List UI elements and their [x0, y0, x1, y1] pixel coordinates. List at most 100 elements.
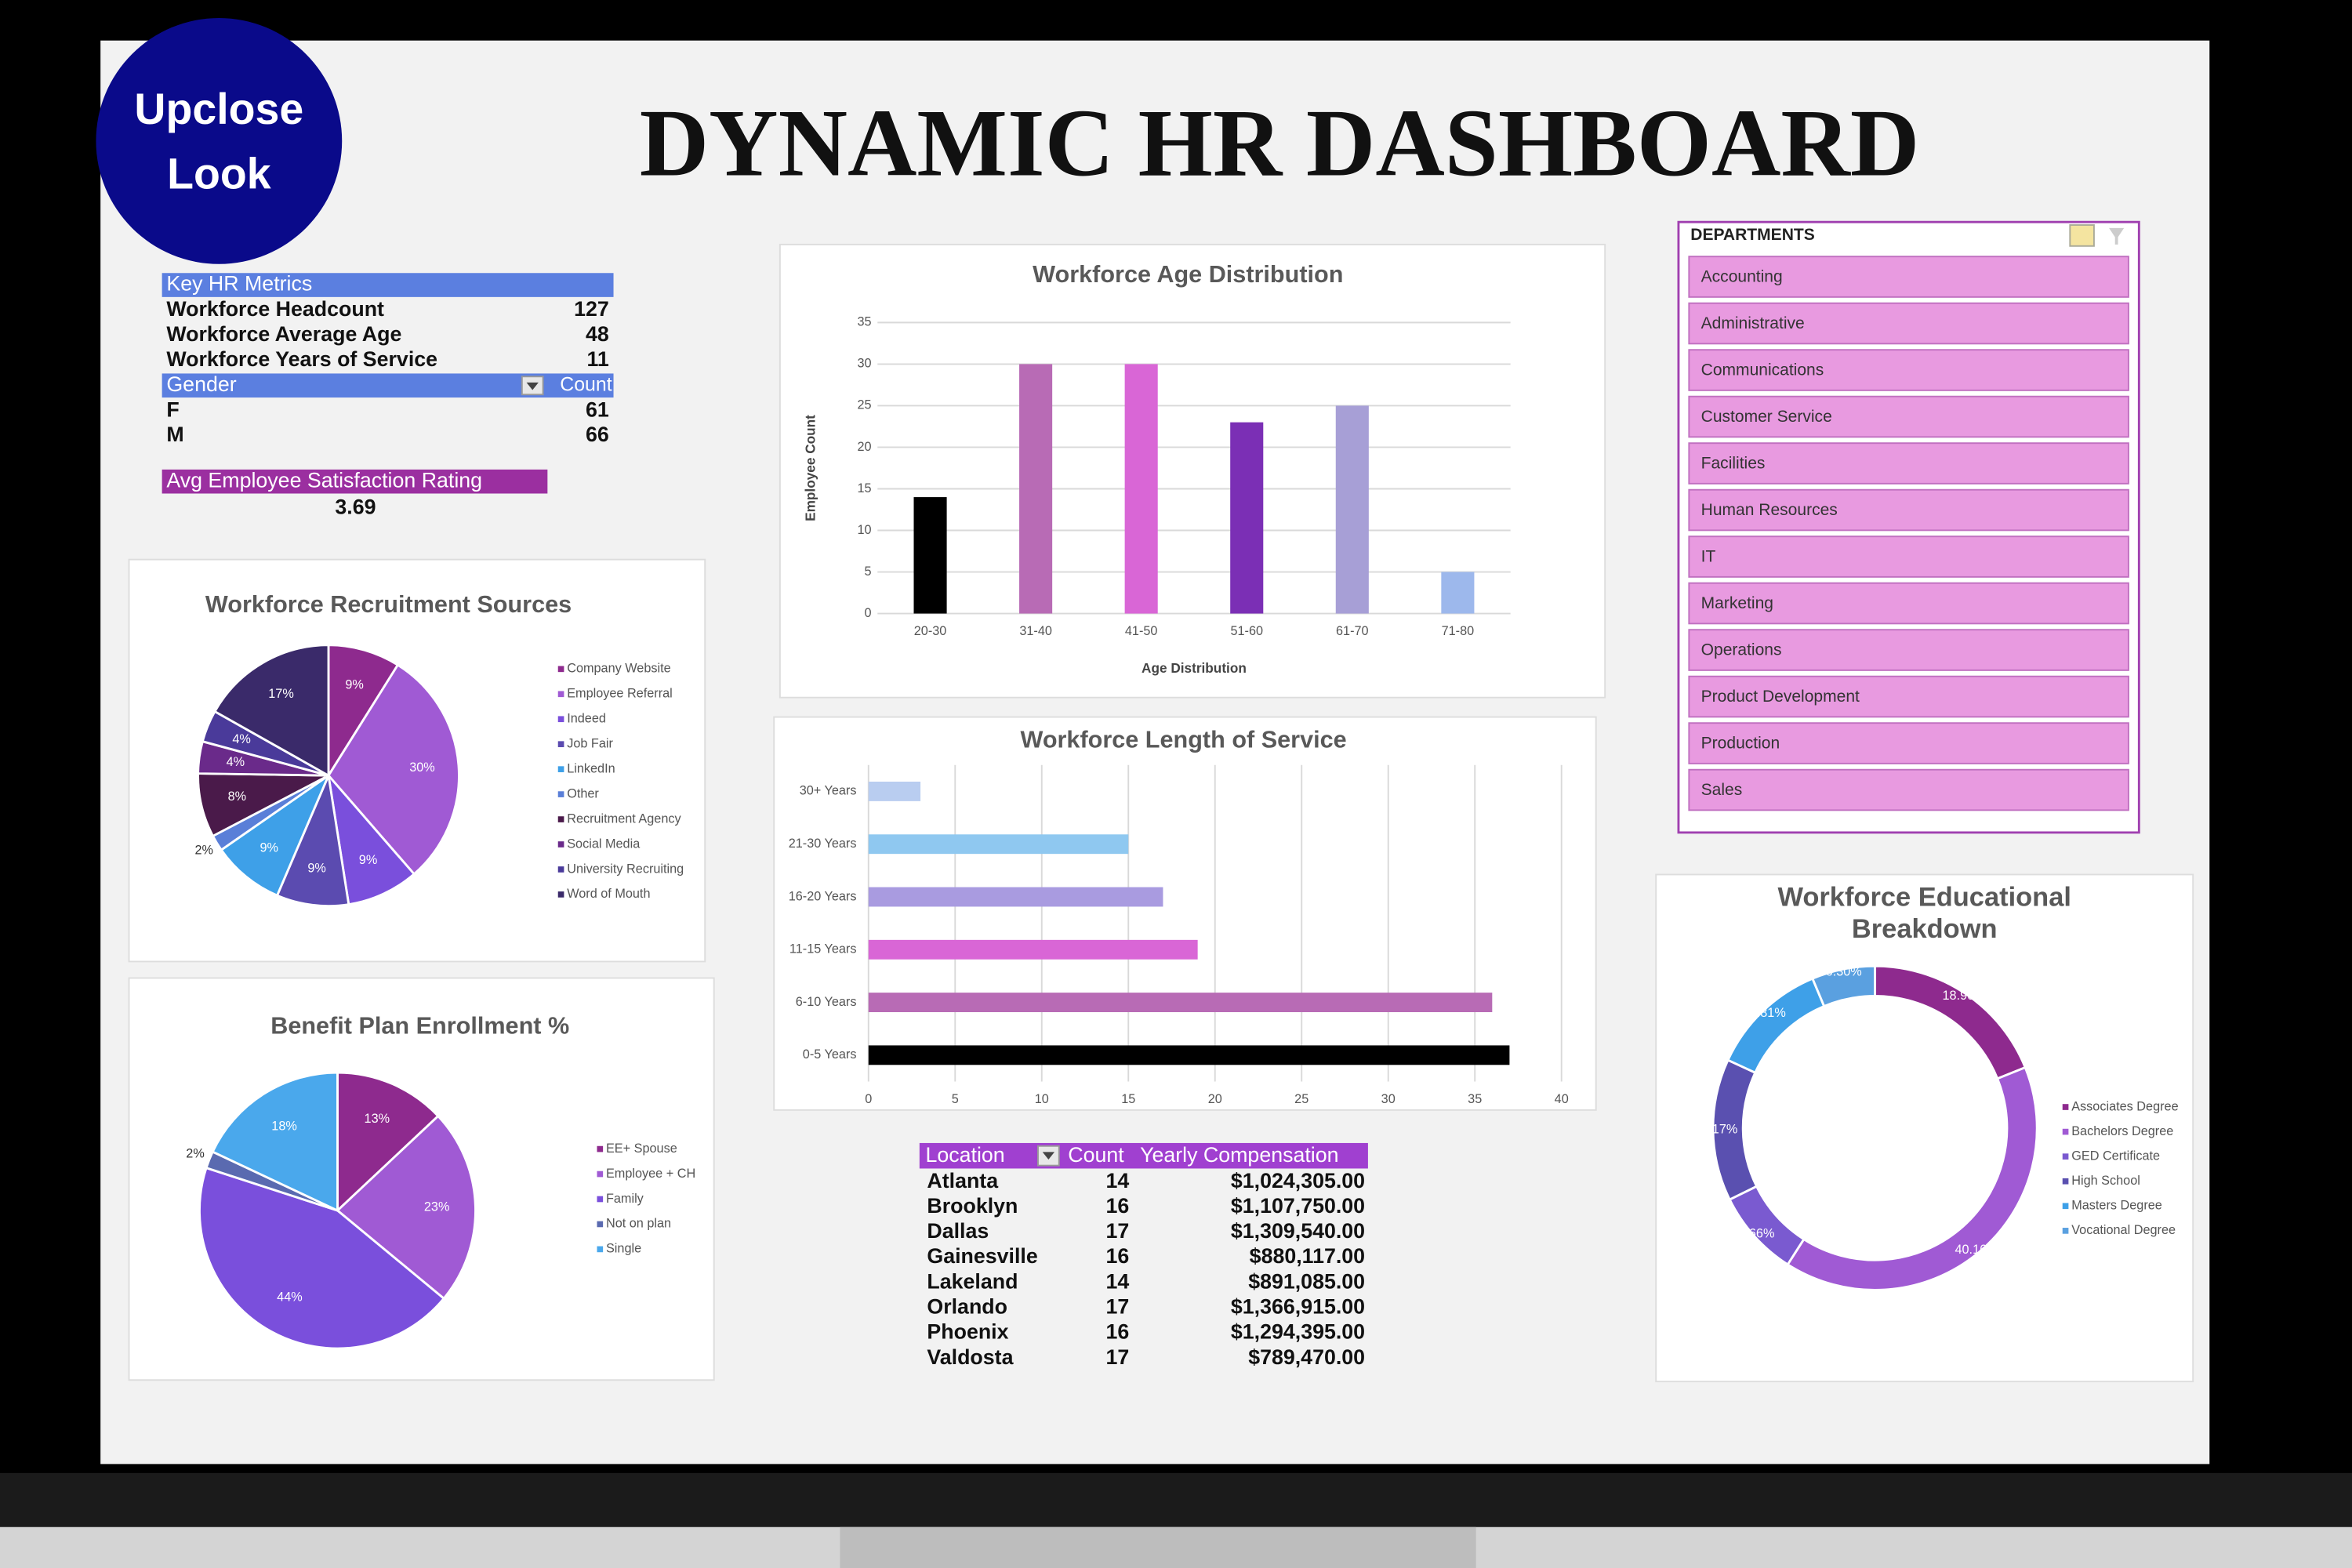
- table-cell: 17: [1105, 1219, 1129, 1243]
- metric-value: 48: [586, 322, 609, 346]
- table-cell: Dallas: [927, 1219, 989, 1243]
- monitor-bezel: [0, 1472, 2352, 1527]
- x-tick-label: 41-50: [1125, 624, 1158, 638]
- metrics-header: [162, 273, 614, 297]
- monitor-stand: [840, 1526, 1476, 1568]
- multi-select-button[interactable]: [2069, 224, 2095, 247]
- slice-label: 6.30%: [1826, 964, 1862, 978]
- table-cell: $891,085.00: [1248, 1269, 1365, 1293]
- x-tick-label: 25: [1294, 1092, 1308, 1106]
- slicer-item[interactable]: [1688, 629, 2129, 671]
- slicer-item[interactable]: [1688, 302, 2129, 345]
- legend-swatch: [2062, 1104, 2069, 1110]
- slicer-item[interactable]: [1688, 768, 2129, 811]
- chart-panel: [1655, 873, 2194, 1383]
- y-tick-label: 21-30 Years: [789, 837, 857, 851]
- legend-label: Job Fair: [567, 736, 613, 750]
- x-tick-label: 20-30: [914, 624, 947, 638]
- slicer-item[interactable]: [1688, 442, 2129, 485]
- legend-swatch: [597, 1196, 604, 1203]
- x-tick-label: 0: [865, 1092, 872, 1106]
- x-axis-label: Age Distribution: [1142, 660, 1247, 676]
- badge-text: Upclose: [134, 85, 303, 133]
- pie-slice: [336, 1071, 440, 1214]
- y-tick-label: 0: [865, 606, 872, 620]
- table-cell: 17: [1105, 1294, 1129, 1318]
- slicer-item[interactable]: [1688, 535, 2129, 578]
- badge-text: Look: [167, 149, 271, 198]
- table-header: Yearly Compensation: [1140, 1143, 1338, 1167]
- y-tick-label: 20: [858, 440, 872, 454]
- slicer-item[interactable]: [1688, 256, 2129, 298]
- pie-slice: [1811, 964, 1877, 1008]
- bar: [868, 993, 1493, 1013]
- legend-swatch: [2062, 1128, 2069, 1135]
- chart-title: Workforce Age Distribution: [1033, 261, 1343, 288]
- table-cell: $1,309,540.00: [1231, 1219, 1365, 1243]
- legend-swatch: [557, 741, 564, 748]
- legend-swatch: [2062, 1228, 2069, 1234]
- bar: [913, 497, 947, 614]
- bar: [1124, 364, 1158, 614]
- slicer-item-label: Human Resources: [1701, 501, 1838, 519]
- table-header: Location: [925, 1143, 1004, 1167]
- slicer-item[interactable]: [1688, 488, 2129, 532]
- legend-label: Employee + CH: [606, 1167, 695, 1181]
- chart-title: Workforce Educational Breakdown: [1777, 882, 2071, 944]
- table-cell: $1,024,305.00: [1231, 1169, 1365, 1192]
- dropdown-arrow: [1042, 1152, 1055, 1160]
- metric-value: 127: [574, 297, 609, 321]
- legend-label: High School: [2071, 1174, 2140, 1188]
- legend-swatch: [597, 1171, 604, 1178]
- slicer-item[interactable]: [1688, 722, 2129, 764]
- gender-count: 66: [586, 423, 609, 446]
- x-tick-label: 71-80: [1442, 624, 1475, 638]
- legend-label: LinkedIn: [567, 761, 615, 775]
- bar: [1230, 422, 1264, 614]
- metric-value: 11: [586, 347, 608, 371]
- slicer-item-label: Operations: [1701, 641, 1782, 659]
- pie-slice: [326, 771, 416, 906]
- y-tick-label: 5: [865, 564, 872, 579]
- pie-slice: [211, 1071, 339, 1213]
- table-cell: Lakeland: [927, 1269, 1018, 1293]
- slicer-item[interactable]: [1688, 349, 2129, 391]
- slice-label: 44%: [277, 1290, 303, 1304]
- slicer-item[interactable]: [1688, 675, 2129, 718]
- slicer-item[interactable]: [1688, 582, 2129, 625]
- slice-label: 14.17%: [1694, 1123, 1737, 1137]
- table-cell: Atlanta: [927, 1169, 999, 1192]
- legend-swatch: [557, 716, 564, 723]
- slice-label: 9%: [307, 861, 326, 875]
- legend-swatch: [2062, 1153, 2069, 1160]
- y-tick-label: 11-15 Years: [789, 942, 857, 956]
- table-cell: Orlando: [927, 1294, 1007, 1318]
- legend-label: Associates Degree: [2071, 1099, 2178, 1113]
- y-tick-label: 30: [858, 357, 872, 371]
- metric-label: Workforce Years of Service: [166, 347, 437, 371]
- pie-slice: [327, 663, 460, 876]
- legend-swatch: [2062, 1178, 2069, 1185]
- slice-label: 11.81%: [1744, 1006, 1786, 1020]
- legend-swatch: [597, 1246, 604, 1253]
- legend-label: University Recruiting: [567, 862, 684, 876]
- slicer-item-label: Accounting: [1701, 268, 1783, 286]
- clear-filter-button[interactable]: [2109, 227, 2125, 245]
- table-cell: $1,294,395.00: [1231, 1320, 1365, 1344]
- chart-title: Benefit Plan Enrollment %: [270, 1013, 569, 1040]
- satisfaction-value: 3.69: [335, 495, 376, 519]
- slicer-item[interactable]: [1688, 395, 2129, 438]
- table-header: Gender: [166, 372, 236, 396]
- satisfaction-header: [162, 469, 548, 494]
- legend-label: Employee Referral: [567, 687, 673, 701]
- legend-label: Bachelors Degree: [2071, 1124, 2173, 1138]
- slice-label: 4%: [227, 755, 245, 769]
- y-tick-label: 30+ Years: [800, 784, 857, 798]
- table-cell: 16: [1105, 1244, 1129, 1268]
- legend-label: Word of Mouth: [567, 887, 650, 901]
- satisfaction-label: Avg Employee Satisfaction Rating: [166, 468, 482, 492]
- legend-swatch: [557, 866, 564, 873]
- slice-label: 17%: [268, 687, 294, 701]
- badge: [96, 17, 343, 264]
